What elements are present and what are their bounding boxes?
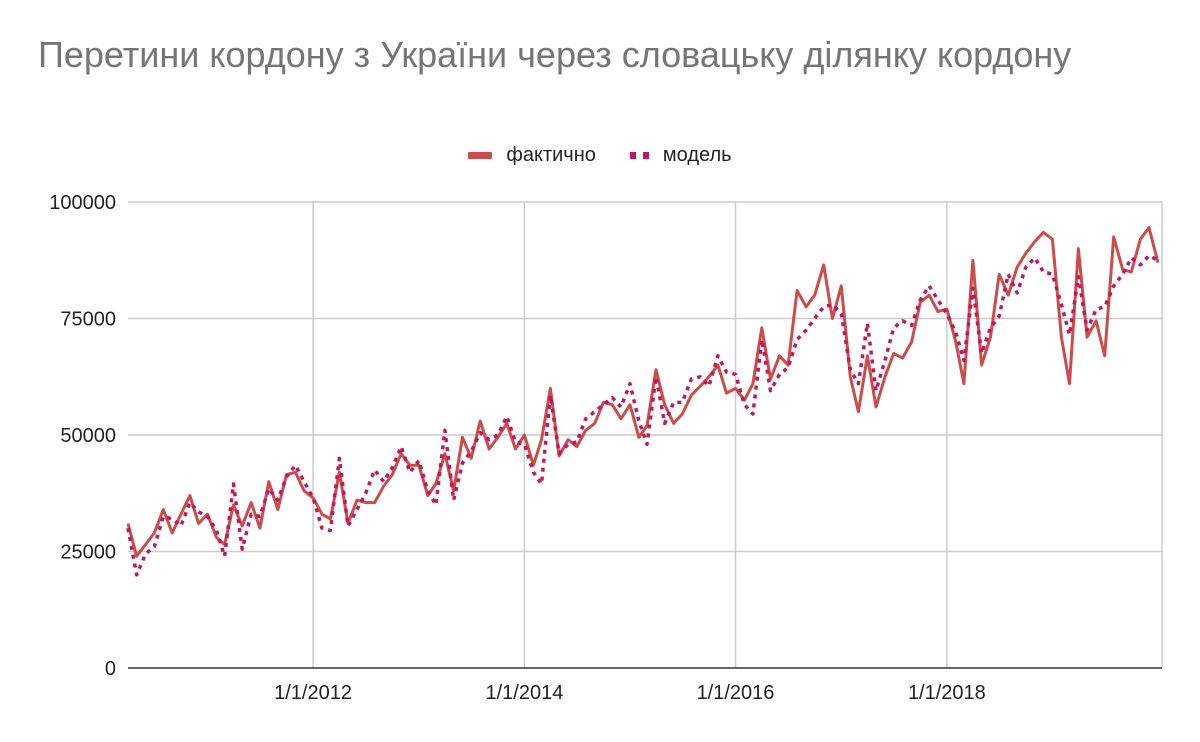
legend-label-actual: фактично: [506, 143, 596, 166]
legend-item-actual: фактично: [468, 143, 596, 167]
y-tick-label: 0: [105, 658, 116, 680]
y-tick-label: 25000: [60, 542, 116, 564]
legend-label-model: модель: [662, 143, 732, 166]
x-tick-label: 1/1/2014: [485, 682, 563, 704]
series-line-actual: [126, 226, 1160, 558]
y-tick-label: 50000: [60, 425, 116, 447]
legend-swatch-actual: [468, 151, 493, 159]
legend: фактично модель: [0, 140, 1200, 170]
chart-title: Перетини кордону з України через словаць…: [38, 34, 1072, 75]
y-tick-label: 100000: [49, 192, 116, 214]
x-tick-label: 1/1/2018: [908, 682, 986, 704]
y-tick-label: 75000: [60, 309, 116, 331]
legend-swatch-model: [629, 151, 649, 159]
series-line-model: [126, 253, 1159, 577]
x-tick-label: 1/1/2016: [697, 682, 775, 704]
x-tick-label: 1/1/2012: [274, 682, 352, 704]
legend-item-model: модель: [629, 143, 732, 167]
